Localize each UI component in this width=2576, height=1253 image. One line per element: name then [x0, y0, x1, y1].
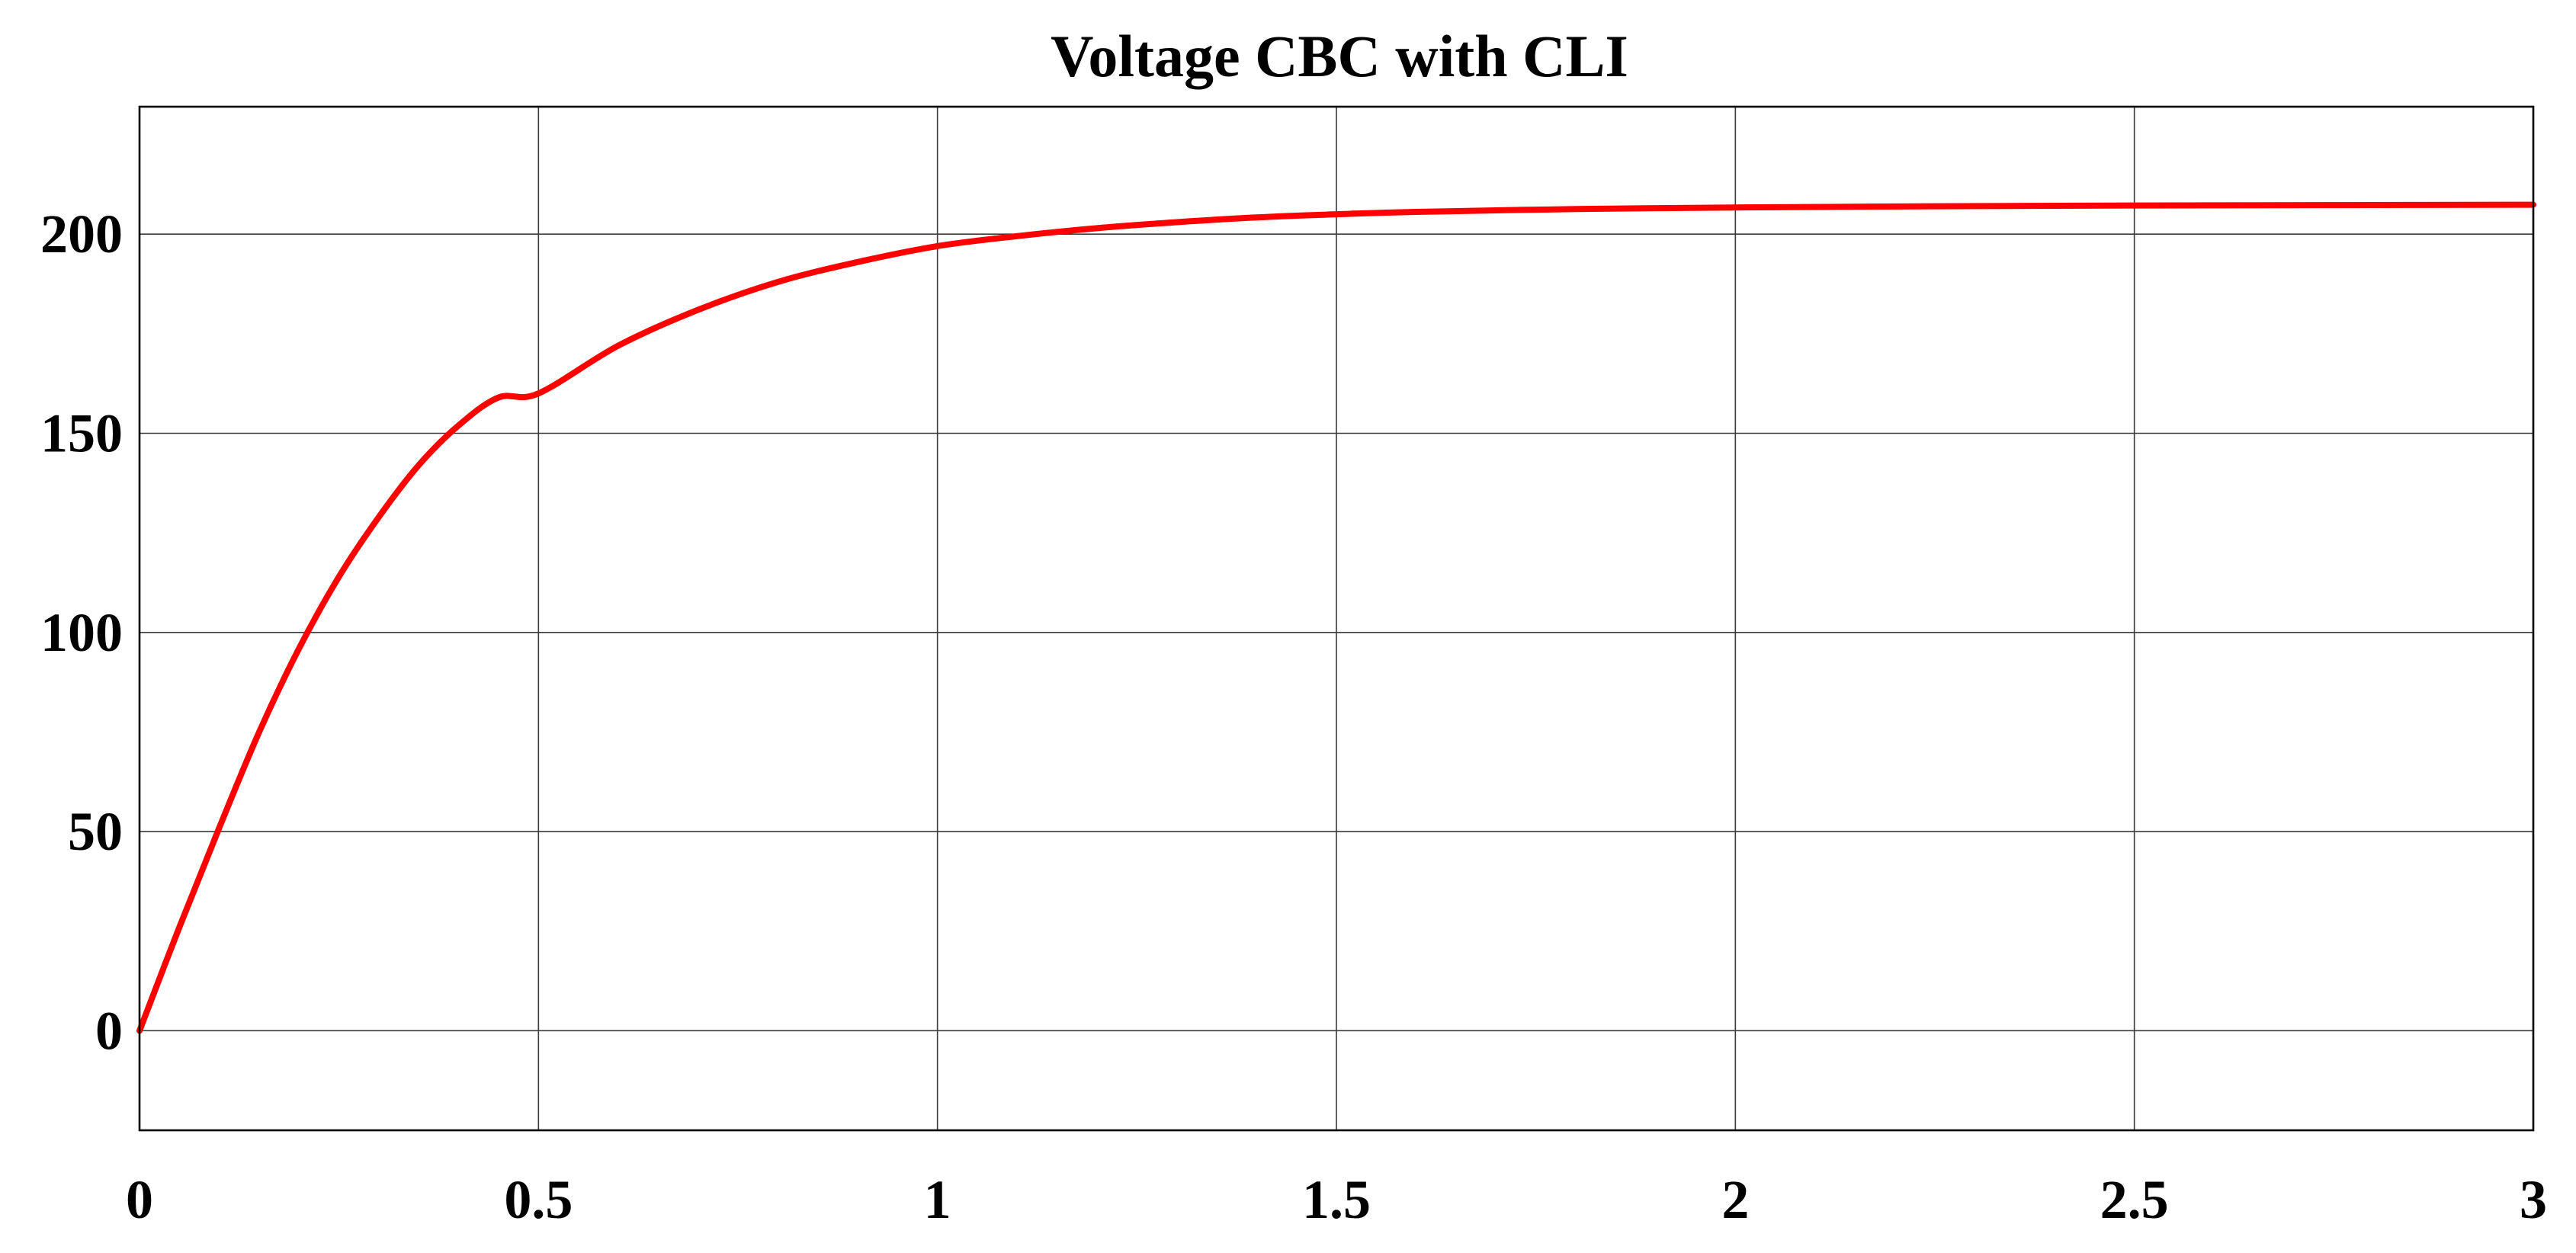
y-tick-label: 100 — [40, 602, 123, 663]
y-tick-label: 200 — [40, 203, 123, 264]
plot-area-border — [138, 105, 2535, 1132]
x-tick-label: 0.5 — [504, 1169, 573, 1230]
y-tick-label: 150 — [40, 403, 123, 464]
x-tick-label: 3 — [2520, 1169, 2547, 1230]
x-axis-ticks: 0 0.5 1 1.5 2 2.5 3 — [126, 1169, 2547, 1230]
x-tick-label: 1 — [924, 1169, 951, 1230]
y-tick-label: 50 — [68, 801, 123, 862]
y-axis-ticks: 0 50 100 150 200 — [40, 203, 123, 1061]
grid — [139, 107, 2534, 1130]
series-layer — [136, 201, 2536, 1034]
voltage-series-line — [136, 201, 2536, 1034]
y-tick-label: 0 — [95, 1000, 123, 1061]
x-tick-label: 2.5 — [2100, 1169, 2169, 1230]
x-tick-label: 2 — [1721, 1169, 1749, 1230]
chart-title: Voltage CBC with CLI — [1051, 23, 1628, 89]
x-tick-label: 1.5 — [1302, 1169, 1371, 1230]
x-tick-label: 0 — [126, 1169, 153, 1230]
